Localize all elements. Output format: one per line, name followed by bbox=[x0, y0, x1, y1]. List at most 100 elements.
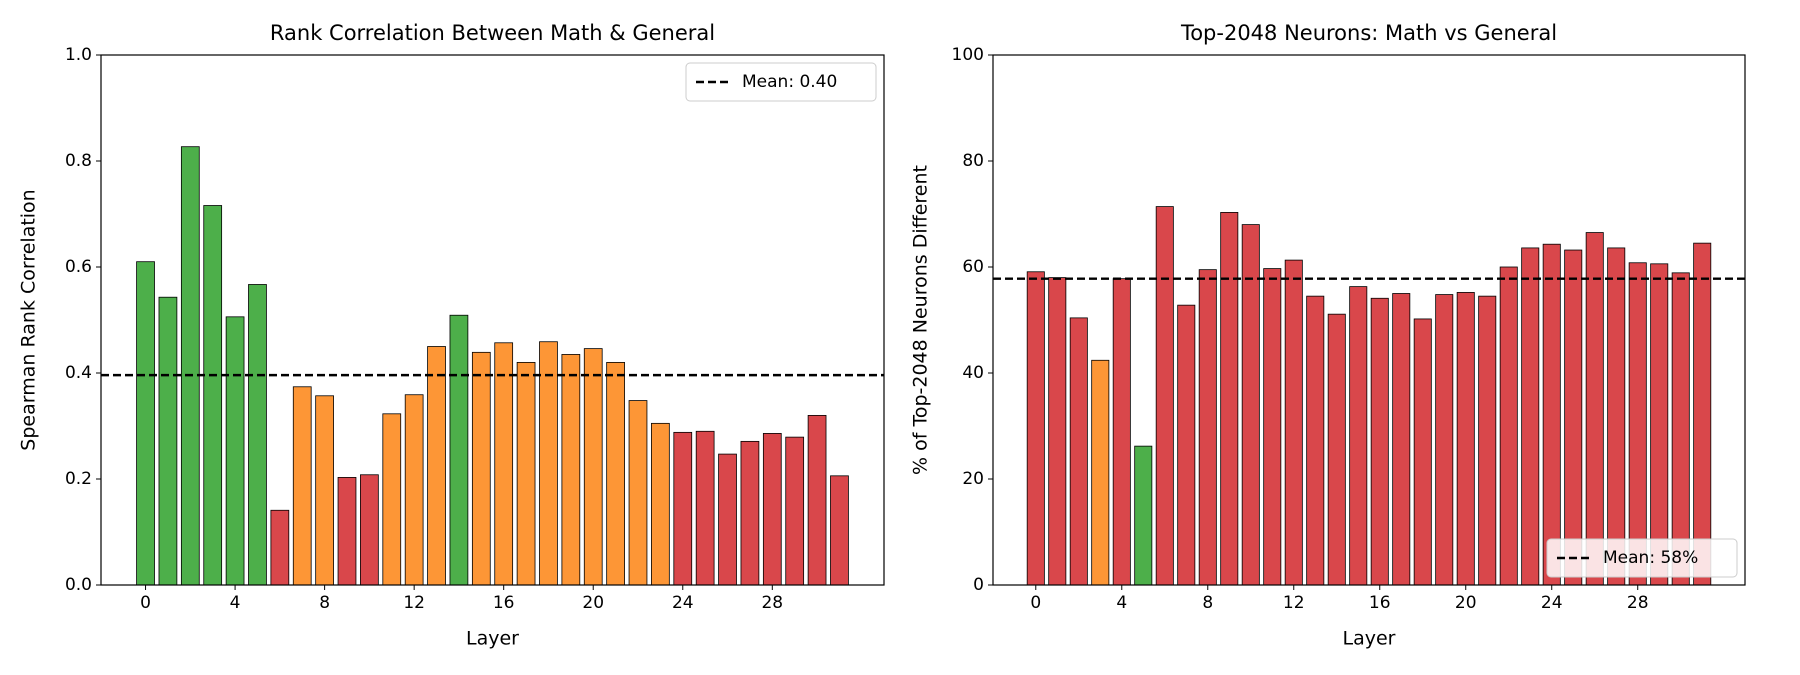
bar bbox=[270, 509, 290, 586]
bar bbox=[1499, 266, 1518, 586]
bar bbox=[1650, 263, 1669, 586]
x-tick-label: 24 bbox=[1541, 593, 1563, 613]
legend: Mean: 0.40 bbox=[685, 62, 877, 102]
y-tick-label: 0 bbox=[973, 575, 984, 595]
bar bbox=[1198, 269, 1217, 586]
bar bbox=[248, 284, 267, 586]
bar bbox=[494, 342, 514, 586]
y-tick-label: 80 bbox=[962, 151, 984, 171]
y-tick-label: 40 bbox=[962, 363, 984, 383]
x-axis-label: Layer bbox=[466, 628, 519, 650]
y-axis-label: Spearman Rank Correlation bbox=[18, 189, 40, 450]
axes-frame bbox=[100, 54, 885, 586]
x-tick-label: 20 bbox=[582, 593, 604, 613]
legend-box bbox=[1546, 538, 1738, 578]
bar bbox=[1628, 262, 1647, 586]
bar bbox=[539, 341, 558, 586]
bar bbox=[404, 394, 424, 586]
bar bbox=[1542, 243, 1561, 586]
bar bbox=[1456, 292, 1475, 586]
bar bbox=[315, 395, 334, 586]
bar bbox=[449, 314, 469, 586]
bar bbox=[762, 433, 782, 586]
bar bbox=[360, 474, 379, 586]
bar bbox=[203, 205, 223, 586]
bar bbox=[1693, 242, 1712, 586]
bar bbox=[427, 346, 446, 586]
chart-title: Top-2048 Neurons: Math vs General bbox=[1180, 21, 1557, 45]
x-axis-label: Layer bbox=[1343, 628, 1396, 650]
bar bbox=[1069, 317, 1088, 586]
bar bbox=[561, 354, 581, 586]
y-tick-label: 0.4 bbox=[65, 363, 92, 383]
y-tick-label: 20 bbox=[962, 469, 984, 489]
bar bbox=[740, 440, 760, 586]
bar bbox=[695, 430, 715, 586]
bar bbox=[1585, 232, 1604, 586]
x-tick-label: 24 bbox=[672, 593, 694, 613]
x-tick-label: 20 bbox=[1455, 593, 1477, 613]
bar bbox=[1564, 249, 1583, 586]
bar bbox=[1413, 318, 1432, 586]
x-tick-label: 16 bbox=[1369, 593, 1391, 613]
bar bbox=[1155, 206, 1174, 586]
bar bbox=[1048, 277, 1067, 586]
x-tick-label: 16 bbox=[493, 593, 515, 613]
x-tick-label: 12 bbox=[403, 593, 425, 613]
x-tick-label: 28 bbox=[761, 593, 783, 613]
bar bbox=[1177, 304, 1196, 586]
bar bbox=[1327, 313, 1346, 586]
legend-box bbox=[685, 62, 877, 102]
bar bbox=[1263, 268, 1282, 586]
bar bbox=[471, 351, 491, 586]
bar bbox=[337, 477, 357, 586]
panel: Rank Correlation Between Math & General L… bbox=[18, 21, 885, 650]
x-tick-label: 4 bbox=[1116, 593, 1127, 613]
legend-label: Mean: 58% bbox=[1603, 548, 1698, 568]
bar bbox=[651, 422, 670, 586]
bar bbox=[1284, 259, 1303, 586]
bar bbox=[830, 475, 849, 586]
bar bbox=[136, 261, 155, 586]
y-tick-label: 0.8 bbox=[65, 151, 92, 171]
bar bbox=[673, 431, 693, 586]
y-axis-label: % of Top-2048 Neurons Different bbox=[910, 165, 932, 475]
x-tick-label: 28 bbox=[1627, 593, 1649, 613]
y-tick-label: 0.6 bbox=[65, 257, 92, 277]
bar bbox=[1306, 295, 1325, 586]
bar bbox=[1349, 286, 1368, 586]
y-tick-label: 60 bbox=[962, 257, 984, 277]
bar bbox=[1134, 445, 1153, 586]
bar bbox=[225, 316, 245, 586]
y-tick-label: 100 bbox=[952, 45, 984, 65]
bar bbox=[628, 400, 648, 586]
bar bbox=[382, 413, 402, 586]
bar bbox=[1392, 293, 1411, 586]
x-tick-label: 4 bbox=[230, 593, 241, 613]
x-tick-label: 0 bbox=[1030, 593, 1041, 613]
bar bbox=[1112, 278, 1131, 586]
x-tick-label: 8 bbox=[1202, 593, 1213, 613]
bar bbox=[583, 348, 603, 586]
bar bbox=[158, 296, 178, 586]
bar bbox=[1370, 297, 1389, 586]
bar bbox=[1521, 247, 1540, 586]
bar bbox=[516, 361, 536, 586]
bar bbox=[807, 414, 827, 586]
bar bbox=[292, 386, 312, 586]
x-tick-label: 12 bbox=[1283, 593, 1305, 613]
bar bbox=[1607, 247, 1626, 586]
y-tick-label: 0.2 bbox=[65, 469, 92, 489]
bar bbox=[1435, 294, 1454, 586]
bar bbox=[1091, 359, 1110, 586]
panel: Top-2048 Neurons: Math vs General Layer % … bbox=[910, 21, 1746, 650]
legend: Mean: 58% bbox=[1546, 538, 1738, 578]
chart-title: Rank Correlation Between Math & General bbox=[270, 21, 715, 45]
bar bbox=[606, 361, 625, 586]
legend-label: Mean: 0.40 bbox=[742, 72, 837, 92]
bar bbox=[1671, 272, 1690, 586]
x-tick-label: 0 bbox=[140, 593, 151, 613]
bar bbox=[1478, 295, 1497, 586]
bar bbox=[1220, 212, 1239, 586]
